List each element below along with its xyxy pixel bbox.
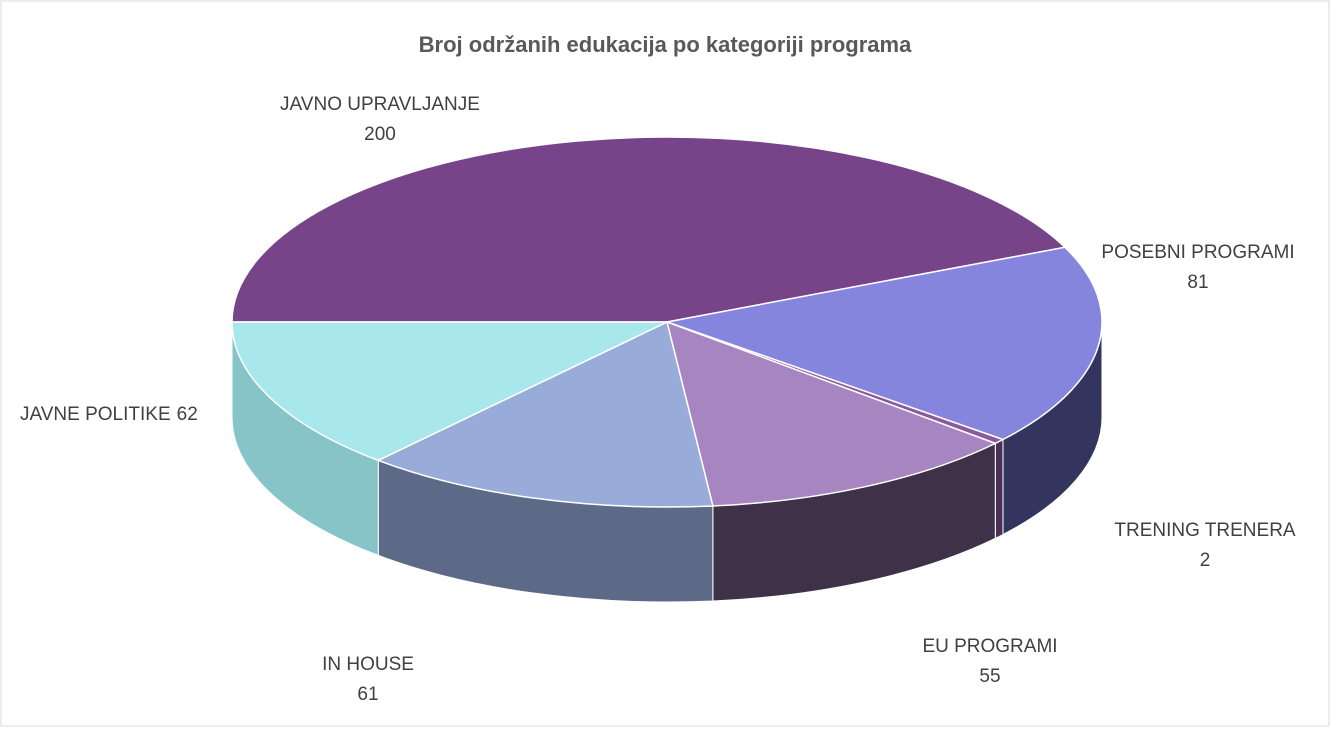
data-label-category: TRENING TRENERA xyxy=(1114,520,1296,541)
data-label: JAVNO UPRAVLJANJE 200 xyxy=(280,94,480,145)
data-label: EU PROGRAMI 55 xyxy=(922,636,1057,687)
data-label-category: IN HOUSE xyxy=(322,654,414,675)
data-label-value: 55 xyxy=(979,666,1000,687)
data-label-value: 62 xyxy=(177,404,198,425)
data-label-category: POSEBNI PROGRAMI xyxy=(1101,242,1294,263)
data-label-value: 81 xyxy=(1187,272,1208,293)
data-label-category: JAVNE POLITIKE xyxy=(20,404,171,425)
data-label: IN HOUSE 61 xyxy=(322,654,414,705)
chart-title: Broj održanih edukacija po kategoriji pr… xyxy=(419,32,912,57)
pie-slice xyxy=(665,320,998,507)
pie-slice xyxy=(376,320,714,508)
data-label: TRENING TRENERA 2 xyxy=(1114,520,1296,571)
data-label-value: 2 xyxy=(1200,550,1211,571)
data-label-category: JAVNO UPRAVLJANJE xyxy=(280,94,480,115)
data-label: JAVNE POLITIKE 62 xyxy=(20,404,198,425)
data-label-value: 61 xyxy=(357,684,378,705)
pie-slice xyxy=(664,246,1103,441)
data-label-category: EU PROGRAMI xyxy=(922,636,1057,657)
pie-slice-side xyxy=(994,438,1004,540)
data-label: POSEBNI PROGRAMI 81 xyxy=(1101,242,1294,293)
pie-slice xyxy=(231,321,668,462)
data-label-value: 200 xyxy=(364,124,396,145)
pie-slice xyxy=(231,136,1067,323)
